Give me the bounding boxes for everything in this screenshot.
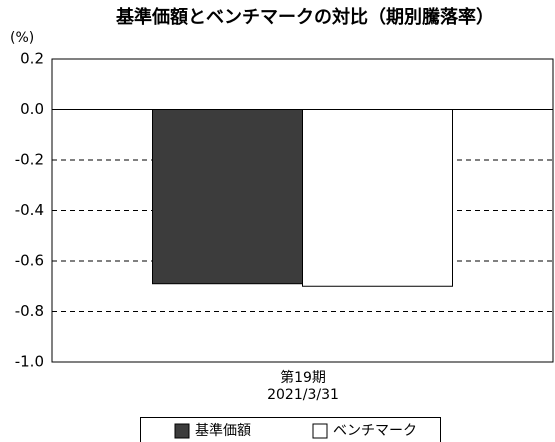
bar — [152, 109, 303, 285]
y-tick-label: -0.8 — [15, 302, 44, 320]
y-tick-label: -0.2 — [15, 151, 44, 169]
bar — [302, 109, 453, 287]
legend-label: ベンチマーク — [333, 423, 417, 439]
legend-label: 基準価額 — [195, 422, 251, 439]
y-tick-label: -0.6 — [15, 252, 44, 270]
y-tick-label: 0.0 — [20, 100, 44, 118]
plot-frame — [51, 58, 554, 363]
y-axis-label: (%) — [10, 30, 34, 46]
x-tick-label: 第19期 2021/3/31 — [267, 370, 339, 403]
y-tick-label: -0.4 — [15, 201, 44, 219]
chart-title: 基準価額とベンチマークの対比（期別騰落率） — [115, 6, 494, 28]
legend-box — [140, 417, 441, 442]
y-tick-label: 0.2 — [20, 50, 44, 68]
y-tick-label: -1.0 — [15, 353, 44, 371]
legend-swatch — [312, 423, 328, 439]
legend-swatch — [174, 423, 190, 439]
